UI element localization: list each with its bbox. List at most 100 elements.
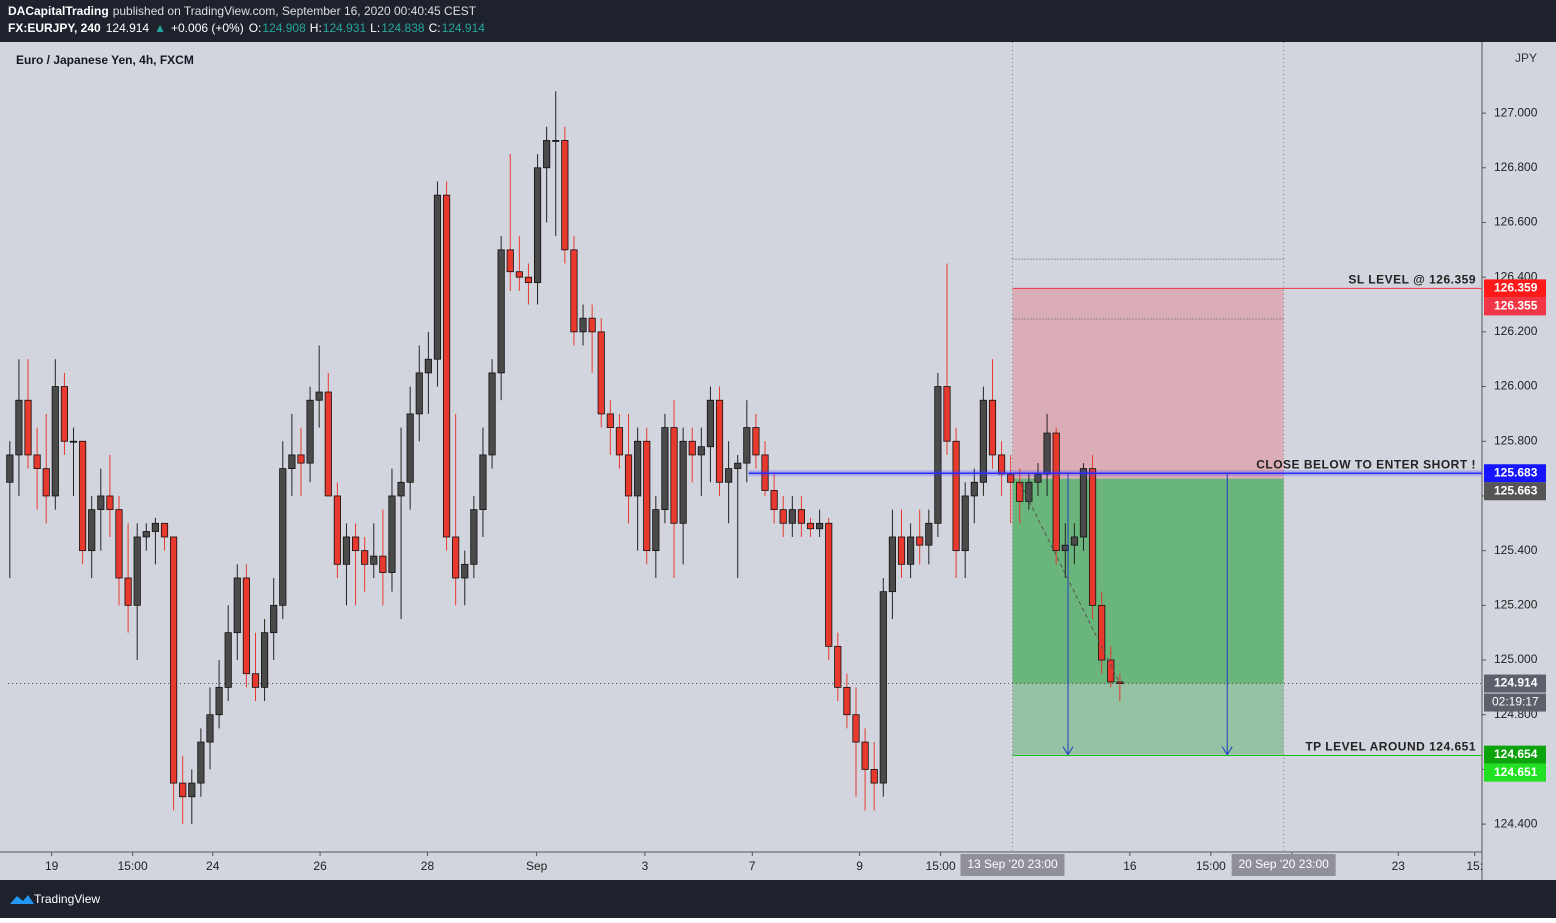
candle-body (215, 686, 223, 716)
candle-body (42, 468, 50, 497)
header-bar (0, 0, 1556, 42)
candle-body (515, 271, 523, 278)
candle-body (497, 249, 505, 374)
candle-body (697, 446, 705, 456)
x-tick-label: 15:00 (926, 859, 956, 873)
ohlc-value: 124.908 (262, 21, 306, 35)
candle-body (988, 399, 997, 456)
candle-body (843, 686, 851, 716)
candle-body (424, 358, 432, 374)
candle-body (624, 454, 633, 497)
candle-body (588, 317, 596, 333)
candle-body (961, 495, 969, 552)
candle-body (1052, 432, 1060, 552)
candle-body (288, 454, 296, 470)
candle-body (179, 782, 187, 798)
candle-body (897, 536, 906, 565)
candle-body (306, 399, 314, 464)
candle-body (1043, 432, 1051, 475)
plot: SL LEVEL @ 126.359 CLOSE BELOW TO ENTER S… (6, 42, 1482, 852)
candle-body (106, 495, 114, 511)
x-tick-label: 19 (45, 859, 59, 873)
y-tick-label: 126.800 (1494, 160, 1538, 174)
candle-body (315, 391, 323, 401)
candle-body (543, 140, 551, 169)
y-tick-label: 126.600 (1494, 215, 1538, 229)
logo (10, 895, 34, 904)
arrow (1062, 473, 1074, 756)
time-marker-label: 20 Sep '20 23:00 (1238, 857, 1329, 871)
candle-body (879, 591, 887, 784)
candle-body (188, 782, 196, 798)
candle-body (943, 386, 951, 442)
header-field: +0.006 (+0%) (171, 21, 244, 35)
price-badge (1484, 464, 1546, 483)
candle-body (679, 440, 687, 524)
published: published on TradingView.com, September … (113, 4, 477, 18)
price-badge (1484, 745, 1546, 764)
candle-body (743, 427, 751, 464)
candle-body (206, 714, 214, 743)
candle-body (661, 427, 669, 511)
footer-bar (0, 880, 1556, 918)
ohlc-value: 124.914 (442, 21, 486, 35)
candle-body (797, 509, 805, 524)
candle-body (734, 462, 742, 470)
candle-body (561, 140, 569, 251)
candle-body (1025, 481, 1033, 502)
candle-body (388, 495, 396, 573)
header: DACapitalTrading published on TradingView… (8, 4, 485, 35)
x-tick-label: 23 (1392, 859, 1406, 873)
price-badge-label: 126.355 (1494, 299, 1538, 313)
candle-body (998, 454, 1006, 475)
candle-body (1016, 481, 1024, 502)
candle-body (224, 632, 232, 688)
x-tick-label: 7 (749, 859, 756, 873)
ohlc-value: 124.838 (381, 21, 425, 35)
y-tick-label: 125.400 (1494, 543, 1538, 557)
candle-body (115, 509, 123, 579)
ohlc-key: O: (249, 21, 262, 35)
y-tick-label: 126.200 (1494, 324, 1538, 338)
candle-body (1098, 604, 1106, 661)
candle-body (442, 194, 451, 538)
footer-brand: TradingView (34, 892, 100, 906)
candle-body (752, 427, 760, 456)
candle-body (415, 372, 423, 415)
candle-body (124, 577, 132, 606)
candle-body (452, 536, 460, 579)
candle-body (160, 522, 169, 538)
candle-body (916, 536, 924, 546)
candle-body (88, 509, 96, 552)
candle-body (488, 372, 496, 456)
trend-line (1019, 482, 1121, 684)
price-badge-label: 125.683 (1494, 465, 1538, 479)
candle-body (51, 386, 59, 497)
candle-body (406, 413, 414, 483)
candle-body (270, 604, 278, 634)
header-field: 124.914 (106, 21, 150, 35)
price-badge (1484, 763, 1546, 782)
arrow (1221, 473, 1233, 756)
candle-body (15, 399, 23, 456)
y-tick-label: 125.800 (1494, 433, 1538, 447)
y-tick-label: 125.000 (1494, 652, 1538, 666)
candle-body (279, 468, 287, 606)
candle-body (351, 536, 360, 552)
y-tick-label: 124.400 (1494, 816, 1538, 830)
candle-body (361, 550, 369, 565)
x-tick-label: 15:00 (1196, 859, 1226, 873)
candle-body (825, 522, 833, 647)
candle-body (888, 536, 896, 593)
candle-body (242, 577, 250, 675)
candle-body (142, 531, 150, 538)
x-tick-label: Sep (526, 859, 548, 873)
price-badge (1484, 674, 1546, 693)
candle-body (1079, 468, 1088, 538)
candle-body (715, 399, 724, 483)
candle-body (470, 509, 478, 565)
candle-body (379, 555, 387, 573)
candle-body (552, 140, 560, 142)
candle-body (24, 399, 32, 456)
x-tick-label: 24 (206, 859, 220, 873)
